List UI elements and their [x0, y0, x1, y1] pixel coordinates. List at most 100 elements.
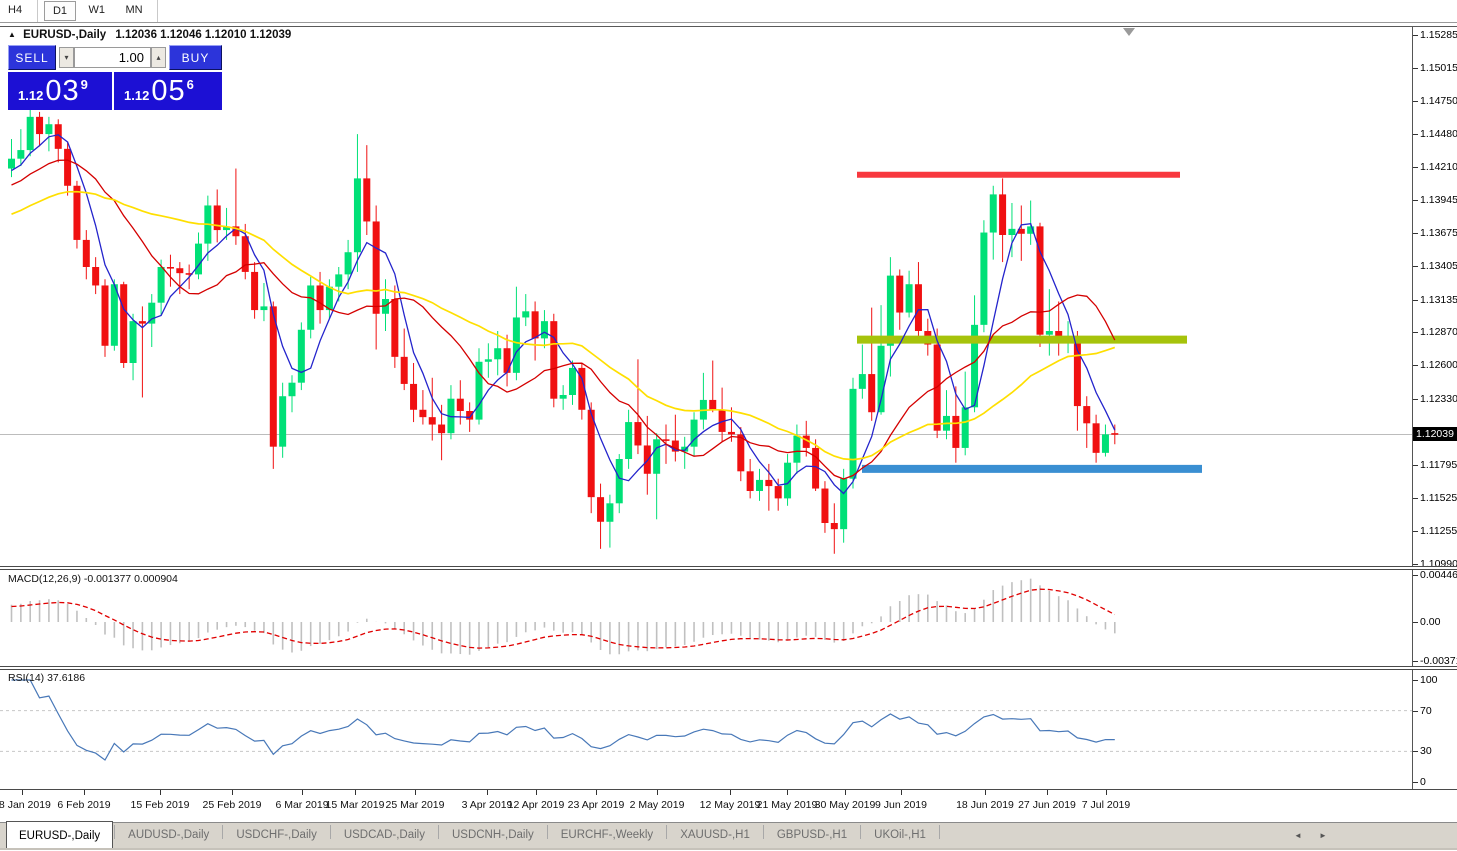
timeframe-toolbar: H4 D1 W1 MN — [0, 0, 1457, 23]
chart-ohlc-values: 1.12036 1.12046 1.12010 1.12039 — [115, 29, 292, 41]
chart-tab-xauusd-h1[interactable]: XAUUSD-,H1 — [680, 829, 750, 841]
date-axis-label: 3 Apr 2019 — [461, 799, 513, 811]
chart-tab-bar: EURUSD-,Daily AUDUSD-,Daily USDCHF-,Daily U… — [0, 821, 1457, 849]
chart-tab-gbpusd-h1[interactable]: GBPUSD-,H1 — [776, 829, 848, 841]
sell-price: 1.12039 — [18, 75, 88, 107]
price-axis-label: 1.13675 — [1413, 227, 1457, 240]
date-tick — [657, 790, 658, 795]
price-axis-label: 1.15285 — [1413, 29, 1457, 41]
price-axis-label: 1.11255 — [1412, 525, 1457, 537]
price-axis-label: 1.13945 — [1413, 193, 1457, 206]
tab-separator — [114, 824, 116, 839]
volume-input[interactable]: 1.00 — [74, 47, 151, 68]
chart-tab-usdchf-daily[interactable]: USDCHF-,Daily — [236, 829, 317, 841]
price-axis-label: 1.12600 — [1413, 359, 1457, 372]
chart-tab-ukoil-h1[interactable]: UKOil-,H1 — [874, 829, 926, 841]
date-tick — [1106, 790, 1107, 795]
rsi-axis-label: 70 — [1413, 704, 1432, 717]
chart-tab-audusd-daily[interactable]: AUDUSD-,Daily — [128, 829, 210, 841]
chart-shift-icon[interactable] — [1123, 28, 1135, 36]
status-strip — [0, 848, 1457, 850]
price-axis-label: 1.14750 — [1413, 94, 1457, 107]
date-tick — [596, 790, 597, 795]
date-tick — [160, 790, 161, 795]
timeframe-mn-button[interactable]: MN — [125, 4, 143, 16]
candlesticks — [8, 109, 1119, 554]
tab-scroll-left-icon[interactable]: ◄ — [1294, 831, 1302, 840]
macd-axis-label: -0.003715 — [1412, 655, 1457, 667]
pane-separator[interactable] — [0, 566, 1457, 570]
rsi-axis-label: 0 — [1413, 776, 1426, 788]
ma-medium-line — [11, 159, 1116, 480]
date-axis-label: 28 Jan 2019 — [0, 799, 51, 811]
rsi-axis-label: 100 — [1413, 674, 1438, 686]
chart-tab-eurchf-weekly[interactable]: EURCHF-,Weekly — [560, 829, 654, 841]
chart-tab-eurusd-daily[interactable]: EURUSD-,Daily — [6, 821, 114, 849]
date-axis-label: 30 May 2019 — [814, 799, 876, 811]
date-tick — [787, 790, 788, 795]
trade-panel-row: SELL ▾ 1.00 ▴ BUY — [8, 45, 222, 70]
date-axis-label: 9 Jun 2019 — [875, 799, 927, 811]
sell-button[interactable]: SELL — [8, 45, 56, 70]
date-axis-label: 6 Mar 2019 — [275, 799, 329, 811]
macd-histogram — [10, 578, 1116, 655]
buy-button[interactable]: BUY — [169, 45, 222, 70]
pane-separator[interactable] — [0, 666, 1457, 670]
date-tick — [355, 790, 356, 795]
chart-header: ▲ EURUSD-,Daily 1.12036 1.12046 1.12010 … — [8, 29, 291, 43]
tab-separator — [938, 824, 940, 839]
timeframe-h4-button[interactable]: H4 — [8, 4, 23, 16]
toolbar-separator — [157, 0, 158, 22]
ma-fast-line — [11, 134, 1116, 495]
sell-price-button[interactable]: 1.12039 — [8, 72, 112, 110]
date-axis-label: 6 Feb 2019 — [57, 799, 111, 811]
date-axis-label: 21 May 2019 — [756, 799, 818, 811]
date-tick — [901, 790, 902, 795]
tab-separator — [546, 824, 548, 839]
pane-separator — [0, 789, 1457, 790]
date-tick — [232, 790, 233, 795]
current-price-tag: 1.12039 — [1413, 427, 1457, 441]
chart-tab-usdcnh-daily[interactable]: USDCNH-,Daily — [451, 829, 534, 841]
date-axis-label: 7 Jul 2019 — [1081, 799, 1131, 811]
date-axis-label: 25 Mar 2019 — [385, 799, 445, 811]
rsi-indicator-label: RSI(14) 37.6186 — [8, 672, 86, 684]
date-axis-label: 15 Mar 2019 — [325, 799, 385, 811]
chart-tab-usdcad-daily[interactable]: USDCAD-,Daily — [343, 829, 425, 841]
price-axis-label: 1.14480 — [1413, 128, 1457, 141]
price-axis-label: 1.14210 — [1413, 161, 1457, 174]
macd-axis-label: 0.00 — [1412, 616, 1441, 628]
price-axis-label: 1.12870 — [1413, 326, 1457, 339]
date-tick — [84, 790, 85, 795]
tab-scroll-right-icon[interactable]: ► — [1319, 831, 1327, 840]
date-tick — [487, 790, 488, 795]
timeframe-w1-button[interactable]: W1 — [88, 4, 105, 16]
buy-price-button[interactable]: 1.12056 — [114, 72, 222, 110]
price-axis-label: 1.13135 — [1413, 293, 1457, 306]
date-axis-label: 12 May 2019 — [699, 799, 761, 811]
toolbar-separator — [36, 0, 38, 22]
date-tick — [22, 790, 23, 795]
macd-signal-line — [11, 588, 1116, 649]
tab-separator — [666, 824, 668, 839]
date-axis-label: 15 Feb 2019 — [130, 799, 190, 811]
one-click-trade-panel: SELL ▾ 1.00 ▴ BUY 1.12039 1.12056 — [8, 45, 222, 110]
price-axis-label: 1.13405 — [1413, 260, 1457, 273]
tab-separator — [860, 824, 862, 839]
macd-axis-label: 0.004465 — [1413, 569, 1457, 581]
tab-separator — [437, 824, 439, 839]
date-axis-label: 2 May 2019 — [629, 799, 685, 811]
date-axis-label: 12 Apr 2019 — [507, 799, 565, 811]
price-axis-label: 1.11525 — [1412, 491, 1457, 504]
workspace-divider — [0, 26, 1457, 27]
tab-separator — [222, 824, 224, 839]
buy-price: 1.12056 — [124, 75, 194, 107]
volume-increase-button[interactable]: ▴ — [151, 47, 166, 68]
volume-decrease-button[interactable]: ▾ — [59, 47, 74, 68]
timeframe-d1-button[interactable]: D1 — [43, 1, 77, 21]
price-axis-label: 1.11795 — [1412, 458, 1457, 471]
macd-indicator-label: MACD(12,26,9) -0.001377 0.000904 — [8, 573, 178, 585]
ma-slow-line — [11, 190, 1116, 461]
symbol-marker-icon: ▲ — [8, 30, 16, 39]
